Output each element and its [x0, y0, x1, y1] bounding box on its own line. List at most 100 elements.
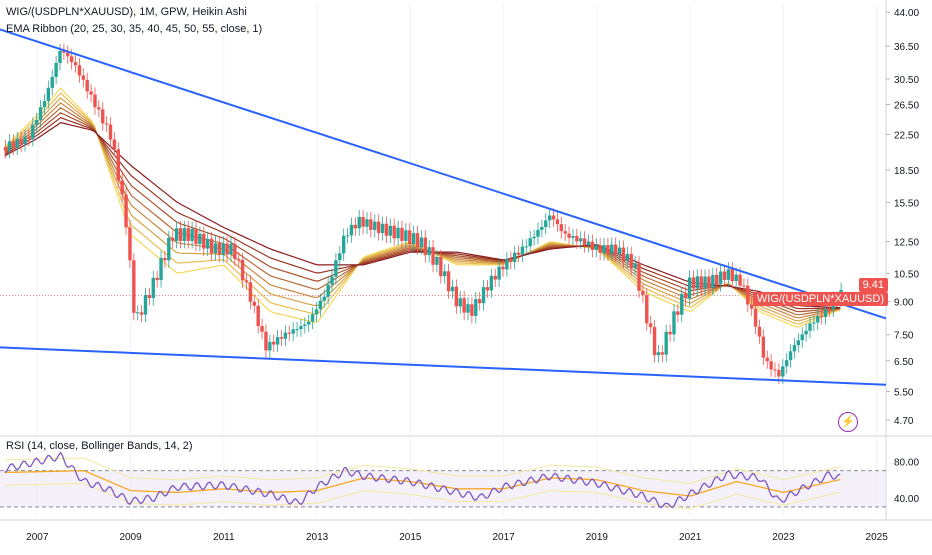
candle-body: [594, 245, 598, 250]
chart-title: WIG/(USDPLN*XAUUSD), 1M, GPW, Heikin Ash…: [6, 6, 247, 18]
rsi-legend[interactable]: RSI (14, close, Bollinger Bands, 14, 2): [6, 440, 193, 452]
candle-body: [34, 119, 39, 125]
candle-body: [481, 287, 486, 304]
candle-body: [341, 235, 346, 254]
price-tick-label: 36.50: [894, 42, 919, 53]
candle-body: [602, 245, 606, 253]
candle-body: [132, 260, 136, 313]
candle-body: [326, 284, 330, 297]
candle-body: [73, 62, 78, 66]
time-tick-label: 2021: [679, 532, 702, 543]
lightning-icon[interactable]: ⚡: [838, 412, 858, 432]
candle-body: [202, 233, 206, 249]
candle-body: [209, 238, 214, 254]
rsi-panel: [0, 451, 886, 510]
candle-body: [392, 225, 396, 239]
candle-body: [524, 246, 529, 248]
candle-body: [139, 312, 144, 315]
candle-body: [388, 225, 393, 236]
candle-body: [108, 124, 113, 140]
symbol-tag-label: WIG/(USDPLN*XAUUSD): [756, 293, 884, 305]
ema-ribbon-legend[interactable]: EMA Ribbon (20, 25, 30, 35, 40, 45, 50, …: [6, 23, 263, 35]
candle-body: [252, 301, 256, 306]
candle-body: [443, 271, 447, 277]
candle-body: [419, 237, 424, 248]
candle-body: [42, 101, 47, 108]
candle-body: [777, 369, 781, 377]
candle-body: [544, 220, 548, 227]
candle-body: [598, 245, 602, 253]
candle-body: [174, 228, 179, 241]
price-tick-label: 30.50: [894, 75, 919, 86]
price-tick-label: 10.50: [894, 269, 919, 280]
candle-body: [582, 238, 587, 246]
candle-body: [454, 286, 459, 307]
time-axis[interactable]: 2007 2009 2011 2013 2015 2017 2019 2021 2023 2025: [26, 532, 888, 543]
candle-body: [283, 332, 288, 339]
candle-body: [38, 107, 43, 120]
candle-body: [683, 293, 688, 299]
time-tick-label: 2025: [866, 532, 889, 543]
candle-body: [225, 243, 229, 255]
candle-body: [672, 311, 676, 335]
candle-body: [217, 243, 222, 255]
time-tick-label: 2013: [306, 532, 329, 543]
candle-body: [275, 337, 280, 345]
candle-body: [81, 75, 86, 80]
candle-body: [310, 314, 315, 322]
candle-body: [272, 341, 276, 345]
candle-body: [590, 241, 595, 250]
candle-body: [357, 216, 361, 229]
price-tick-label: 44.00: [894, 8, 919, 19]
candle-body: [27, 136, 31, 139]
candle-body: [303, 324, 307, 327]
candle-body: [151, 277, 155, 298]
candle-body: [159, 257, 163, 281]
candle-body: [676, 311, 680, 315]
candle-body: [291, 329, 295, 334]
candle-body: [559, 224, 563, 232]
candle-body: [237, 258, 241, 260]
candle-body: [765, 357, 769, 362]
price-tick-label: 26.50: [894, 101, 919, 112]
candle-body: [746, 285, 750, 305]
candle-body: [753, 308, 758, 327]
candle-body: [97, 107, 101, 110]
candle-body: [112, 139, 117, 150]
candle-body: [827, 309, 832, 311]
candle-body: [687, 277, 692, 299]
candle-body: [450, 286, 455, 292]
candle-body: [621, 247, 626, 262]
candle-body: [396, 227, 400, 239]
candle-body: [376, 221, 381, 234]
candle-body: [205, 238, 210, 249]
candle-body: [505, 258, 509, 270]
candle-body: [703, 276, 707, 289]
candle-body: [299, 326, 303, 330]
candle-body: [163, 257, 167, 261]
candle-body: [361, 216, 365, 227]
trendline-lower: [0, 346, 887, 386]
candle-body: [532, 236, 536, 239]
candle-body: [411, 233, 416, 245]
candle-body: [792, 345, 797, 352]
candle-body: [415, 233, 420, 248]
candle-body: [318, 300, 323, 310]
price-axis[interactable]: 44.00 36.50 30.50 26.50 22.50 18.50 15.50 12.50…: [886, 8, 919, 505]
candle-body: [509, 258, 513, 262]
candle-body: [31, 124, 35, 139]
candle-body: [796, 340, 801, 346]
candle-body: [279, 337, 284, 339]
price-tick-label: 15.50: [894, 198, 919, 209]
candle-body: [256, 305, 260, 327]
candle-body: [715, 274, 719, 284]
candle-body: [606, 245, 610, 254]
trendlines[interactable]: [0, 28, 887, 386]
trendline-upper: [0, 28, 887, 320]
candle-body: [474, 299, 478, 316]
candle-body: [190, 228, 194, 241]
candle-body: [89, 91, 93, 95]
candle-body: [497, 266, 501, 280]
candle-body: [819, 316, 824, 318]
